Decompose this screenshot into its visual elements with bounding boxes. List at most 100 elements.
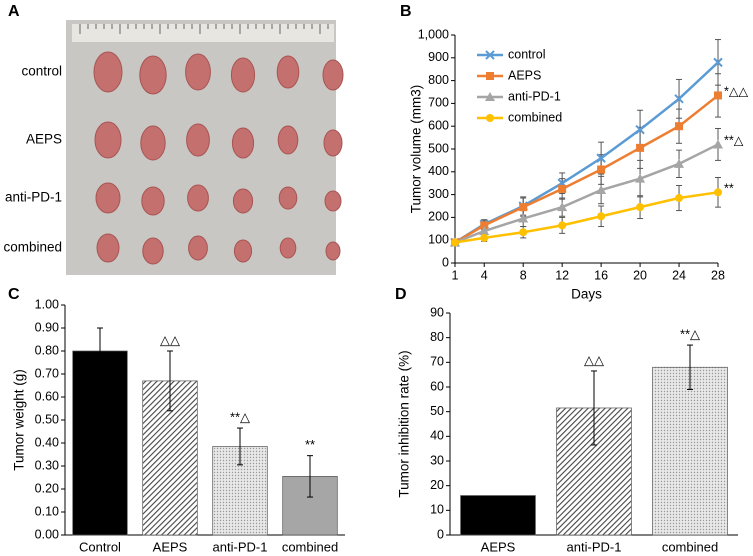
panel-label: A <box>8 3 20 20</box>
bar <box>72 350 128 536</box>
row-label: control <box>21 64 62 79</box>
marker <box>557 202 568 212</box>
tumor <box>324 190 342 212</box>
tumor <box>186 123 210 157</box>
y-tick-label: 60 <box>430 379 444 393</box>
error-bar <box>307 455 313 498</box>
series-line <box>454 94 719 244</box>
marker <box>674 158 685 168</box>
x-tick-label: AEPS <box>481 539 516 554</box>
tumor <box>94 121 122 159</box>
y-tick-label: 0.40 <box>35 435 59 449</box>
y-tick-label: 50 <box>430 404 444 418</box>
marker <box>635 124 645 135</box>
tumor <box>325 241 341 261</box>
error-bar <box>97 327 103 375</box>
y-tick-label: 0.60 <box>35 389 59 403</box>
y-tick-label: 0.90 <box>35 320 59 334</box>
y-axis-label: Tumor volume (mm3) <box>409 85 424 214</box>
tumor <box>322 59 344 91</box>
marker <box>674 94 684 104</box>
marker <box>713 139 723 149</box>
y-tick-label: 300 <box>428 187 449 201</box>
tumor <box>95 182 121 214</box>
marker <box>479 226 490 236</box>
x-tick-label: Control <box>79 539 121 554</box>
tumor <box>276 55 300 89</box>
y-tick-label: 80 <box>430 330 444 344</box>
y-tick-label: 30 <box>430 453 444 467</box>
marker <box>451 238 459 247</box>
y-tick-label: 0.80 <box>35 343 59 357</box>
bar <box>460 495 536 536</box>
marker <box>519 228 528 237</box>
marker <box>597 212 606 221</box>
panel-label: C <box>8 286 20 303</box>
marker <box>485 50 495 60</box>
y-tick-label: 0.20 <box>35 481 59 495</box>
annotation: **△ <box>680 327 700 342</box>
x-tick-label: anti-PD-1 <box>567 539 622 554</box>
marker <box>714 188 722 197</box>
y-tick-label: 0.00 <box>35 527 59 541</box>
marker <box>597 165 606 174</box>
marker <box>636 143 645 152</box>
x-tick-label: 12 <box>555 268 569 282</box>
marker <box>486 72 494 80</box>
y-tick-label: 900 <box>428 50 449 64</box>
legend-label: combined <box>508 110 562 124</box>
marker <box>675 194 684 203</box>
y-tick-label: 0.30 <box>35 458 59 472</box>
marker <box>558 184 567 193</box>
y-tick-label: 800 <box>428 73 449 87</box>
tumor <box>139 55 167 95</box>
x-tick-label: 28 <box>711 268 725 282</box>
tumor <box>141 186 165 216</box>
x-axis-label: Days <box>571 287 602 302</box>
ruler <box>72 24 334 42</box>
legend-label: anti-PD-1 <box>508 89 561 103</box>
y-tick-label: 100 <box>428 232 449 246</box>
y-tick-label: 0 <box>442 255 449 269</box>
x-tick-label: combined <box>282 539 338 554</box>
annotation: △△ <box>584 352 604 367</box>
tumor <box>277 125 299 155</box>
marker <box>519 203 528 212</box>
error-bar <box>591 370 597 446</box>
row-label: combined <box>3 240 62 255</box>
y-tick-label: 40 <box>430 429 444 443</box>
tumor <box>96 233 120 263</box>
tumor <box>93 51 123 93</box>
series-line <box>454 143 719 244</box>
tumor <box>278 186 298 210</box>
tumor <box>185 53 211 91</box>
marker <box>714 91 722 100</box>
panel-label: B <box>400 3 412 20</box>
row-label: anti-PD-1 <box>5 190 62 205</box>
y-tick-label: 1.00 <box>35 297 59 311</box>
marker <box>596 185 607 195</box>
y-axis-label: Tumor weight (g) <box>12 369 27 471</box>
y-tick-label: 0.10 <box>35 504 59 518</box>
x-tick-label: 1 <box>452 268 459 282</box>
x-tick-label: 4 <box>481 268 488 282</box>
y-tick-label: 0.70 <box>35 366 59 380</box>
annotation: ** <box>724 182 734 196</box>
legend-label: control <box>508 47 546 61</box>
y-tick-label: 0 <box>437 527 444 541</box>
legend-label: AEPS <box>508 68 541 82</box>
tumor <box>323 129 343 157</box>
tumor <box>140 125 166 161</box>
x-tick-label: combined <box>662 539 718 554</box>
annotation: ** <box>305 437 315 452</box>
marker <box>636 203 645 212</box>
marker <box>518 213 529 223</box>
tumor <box>231 127 255 159</box>
tumor <box>233 239 253 263</box>
tumors <box>79 24 344 265</box>
series-line <box>454 191 719 244</box>
x-tick-label: AEPS <box>153 539 188 554</box>
marker <box>675 122 684 131</box>
x-tick-label: 8 <box>520 268 527 282</box>
